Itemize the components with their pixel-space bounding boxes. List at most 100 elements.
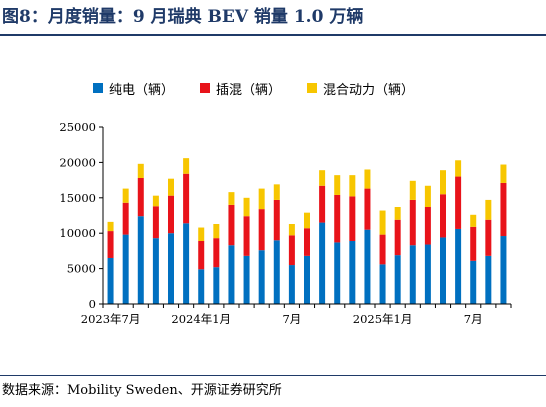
bar-bev-2025-06: [455, 228, 462, 304]
bar-hev-2023-11: [168, 178, 174, 196]
bar-phev-2025-09: [500, 182, 507, 237]
bar-bev-2025-01: [379, 264, 386, 304]
bar-phev-2025-07: [470, 226, 477, 261]
bar-hev-2023-09: [137, 163, 144, 178]
bar-hev-2025-08: [485, 199, 492, 220]
x-tick-label: 2024年1月: [171, 312, 231, 326]
bar-phev-2025-08: [485, 219, 492, 256]
bar-hev-2024-12: [364, 169, 371, 189]
bar-bev-2024-01: [198, 269, 205, 304]
title-rule: [0, 34, 546, 36]
bar-bev-2024-03: [228, 245, 235, 304]
y-tick-label: 15000: [59, 191, 96, 205]
bar-hev-2024-05: [258, 188, 265, 210]
legend-label-bev: 纯电（辆）: [109, 82, 175, 98]
bar-hev-2024-07: [288, 223, 295, 236]
bar-hev-2025-03: [409, 180, 416, 200]
x-tick-label: 2025年1月: [353, 312, 413, 326]
bar-bev-2023-10: [152, 238, 159, 304]
bar-bev-2023-09: [137, 216, 144, 304]
bar-bev-2023-08: [122, 234, 129, 304]
bar-phev-2024-12: [364, 188, 371, 230]
bar-bev-2024-11: [349, 240, 356, 304]
source-rule: [0, 375, 546, 376]
bar-bev-2025-05: [440, 237, 446, 304]
bar-hev-2025-05: [440, 170, 446, 195]
bar-bev-2024-08: [304, 255, 310, 304]
legend-swatch-hev: [307, 83, 318, 93]
bar-bev-2024-02: [213, 267, 220, 304]
bar-hev-2023-10: [152, 195, 159, 207]
bar-hev-2023-07: [107, 221, 114, 232]
bar-phev-2024-02: [213, 238, 220, 268]
legend-label-hev: 混合动力（辆）: [323, 82, 415, 98]
x-tick-label: 7月: [282, 312, 301, 326]
bar-phev-2024-11: [349, 196, 356, 241]
x-tick-label: 2023年7月: [81, 312, 141, 326]
y-tick-label: 0: [89, 297, 96, 311]
bar-phev-2024-08: [304, 228, 310, 256]
y-tick-label: 5000: [67, 262, 96, 276]
bar-phev-2025-03: [409, 199, 416, 246]
bar-hev-2024-06: [273, 184, 280, 200]
bar-phev-2023-08: [122, 202, 129, 235]
bar-phev-2024-05: [258, 209, 265, 251]
y-tick-label: 20000: [59, 155, 96, 169]
bar-phev-2023-11: [168, 195, 174, 234]
bar-phev-2023-07: [107, 231, 114, 258]
bar-bev-2024-07: [288, 265, 295, 304]
chart-legend: 纯电（辆） 插混（辆） 混合动力（辆）: [93, 78, 440, 98]
bar-hev-2025-06: [455, 160, 462, 177]
bar-phev-2024-03: [228, 204, 235, 246]
legend-item-hev: 混合动力（辆）: [307, 79, 414, 98]
legend-item-bev: 纯电（辆）: [93, 79, 174, 98]
bar-hev-2024-02: [213, 223, 220, 239]
y-tick-label: 25000: [59, 120, 96, 134]
bar-bev-2024-12: [364, 229, 371, 304]
bars: [107, 158, 507, 304]
bar-phev-2025-06: [455, 176, 462, 229]
bar-hev-2023-08: [122, 188, 129, 203]
bar-phev-2025-05: [440, 194, 446, 238]
bar-phev-2024-01: [198, 240, 205, 270]
legend-swatch-bev: [93, 83, 103, 93]
bar-hev-2024-08: [304, 212, 310, 229]
bar-phev-2023-09: [137, 177, 144, 217]
bar-hev-2024-01: [198, 227, 205, 241]
bar-phev-2024-10: [334, 194, 341, 243]
legend-label-phev: 插混（辆）: [216, 82, 282, 98]
bar-hev-2024-10: [334, 175, 341, 195]
legend-item-phev: 插混（辆）: [200, 79, 281, 98]
legend-swatch-phev: [200, 83, 211, 93]
y-axis: 0 5000 10000 15000 20000 25000: [59, 120, 104, 311]
bar-phev-2024-09: [319, 185, 326, 223]
bar-hev-2024-09: [319, 170, 326, 186]
bar-bev-2024-10: [334, 242, 341, 304]
bar-phev-2023-12: [183, 173, 190, 224]
x-tick-label: 7月: [464, 312, 483, 326]
bar-bev-2024-09: [319, 222, 326, 304]
bar-bev-2023-07: [107, 257, 114, 304]
bar-hev-2024-04: [243, 197, 250, 217]
bar-bev-2024-06: [273, 240, 280, 304]
bar-bev-2025-09: [500, 236, 507, 304]
figure-title: 图8：月度销量：9 月瑞典 BEV 销量 1.0 万辆: [2, 7, 364, 27]
bar-hev-2024-03: [228, 192, 235, 205]
x-axis: 2023年7月 2024年1月 7月 2025年1月 7月: [81, 303, 512, 326]
bar-bev-2025-08: [485, 255, 492, 304]
bar-bev-2025-03: [409, 245, 416, 304]
bar-bev-2025-02: [394, 255, 401, 304]
bar-hev-2024-11: [349, 175, 356, 197]
bar-phev-2024-06: [273, 199, 280, 241]
bar-bev-2025-04: [424, 244, 431, 304]
bar-hev-2025-01: [379, 210, 386, 235]
bar-phev-2023-10: [152, 206, 159, 239]
bar-hev-2025-07: [470, 214, 477, 227]
bar-hev-2023-12: [183, 158, 190, 174]
bar-bev-2023-12: [183, 223, 190, 304]
bar-hev-2025-09: [500, 164, 507, 183]
bar-phev-2024-04: [243, 216, 250, 256]
bar-phev-2025-02: [394, 219, 401, 256]
bar-bev-2025-07: [470, 260, 477, 304]
